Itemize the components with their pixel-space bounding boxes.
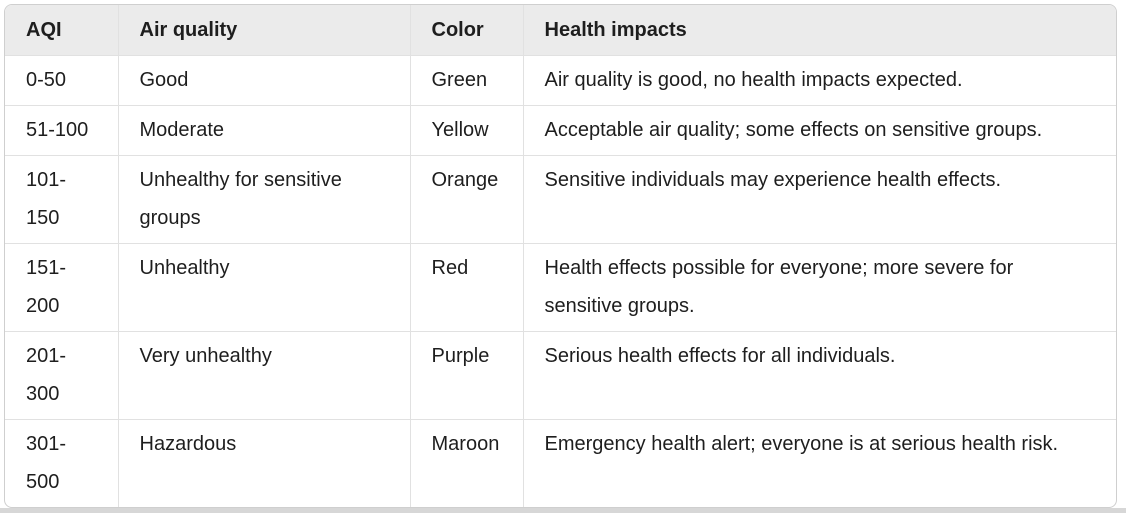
cell-impacts: Air quality is good, no health impacts e…	[522, 55, 1116, 106]
header-cell-impacts: Health impacts	[522, 5, 1116, 56]
cell-quality: Very unhealthy	[117, 331, 410, 420]
cell-aqi: 201-300	[5, 331, 118, 420]
table-row: 301-500 Hazardous Maroon Emergency healt…	[5, 419, 1116, 507]
cell-impacts: Sensitive individuals may experience hea…	[522, 155, 1116, 244]
table-row: 0-50 Good Green Air quality is good, no …	[5, 55, 1116, 106]
bottom-edge-strip	[0, 508, 1126, 513]
cell-impacts: Health effects possible for everyone; mo…	[522, 243, 1116, 332]
cell-aqi: 301-500	[5, 419, 118, 507]
table-row: 51-100 Moderate Yellow Acceptable air qu…	[5, 105, 1116, 156]
cell-aqi: 101-150	[5, 155, 118, 244]
cell-color: Green	[409, 55, 523, 106]
cell-aqi: 51-100	[5, 105, 118, 156]
cell-quality: Moderate	[117, 105, 410, 156]
cell-quality: Unhealthy	[117, 243, 410, 332]
cell-color: Orange	[409, 155, 523, 244]
header-cell-quality: Air quality	[117, 5, 410, 56]
aqi-table-card: AQI Air quality Color Health impacts 0-5…	[4, 4, 1117, 508]
cell-color: Yellow	[409, 105, 523, 156]
cell-impacts: Serious health effects for all individua…	[522, 331, 1116, 420]
table-row: 101-150 Unhealthy for sensitive groups O…	[5, 155, 1116, 244]
cell-aqi: 151-200	[5, 243, 118, 332]
table-row: 151-200 Unhealthy Red Health effects pos…	[5, 243, 1116, 332]
cell-quality: Unhealthy for sensitive groups	[117, 155, 410, 244]
cell-impacts: Emergency health alert; everyone is at s…	[522, 419, 1116, 507]
cell-color: Maroon	[409, 419, 523, 507]
header-cell-aqi: AQI	[5, 5, 118, 56]
cell-aqi: 0-50	[5, 55, 118, 106]
table-header-row: AQI Air quality Color Health impacts	[5, 5, 1116, 56]
cell-color: Purple	[409, 331, 523, 420]
table-row: 201-300 Very unhealthy Purple Serious he…	[5, 331, 1116, 420]
cell-quality: Good	[117, 55, 410, 106]
cell-quality: Hazardous	[117, 419, 410, 507]
header-cell-color: Color	[409, 5, 523, 56]
cell-color: Red	[409, 243, 523, 332]
cell-impacts: Acceptable air quality; some effects on …	[522, 105, 1116, 156]
aqi-table: AQI Air quality Color Health impacts 0-5…	[5, 5, 1116, 507]
